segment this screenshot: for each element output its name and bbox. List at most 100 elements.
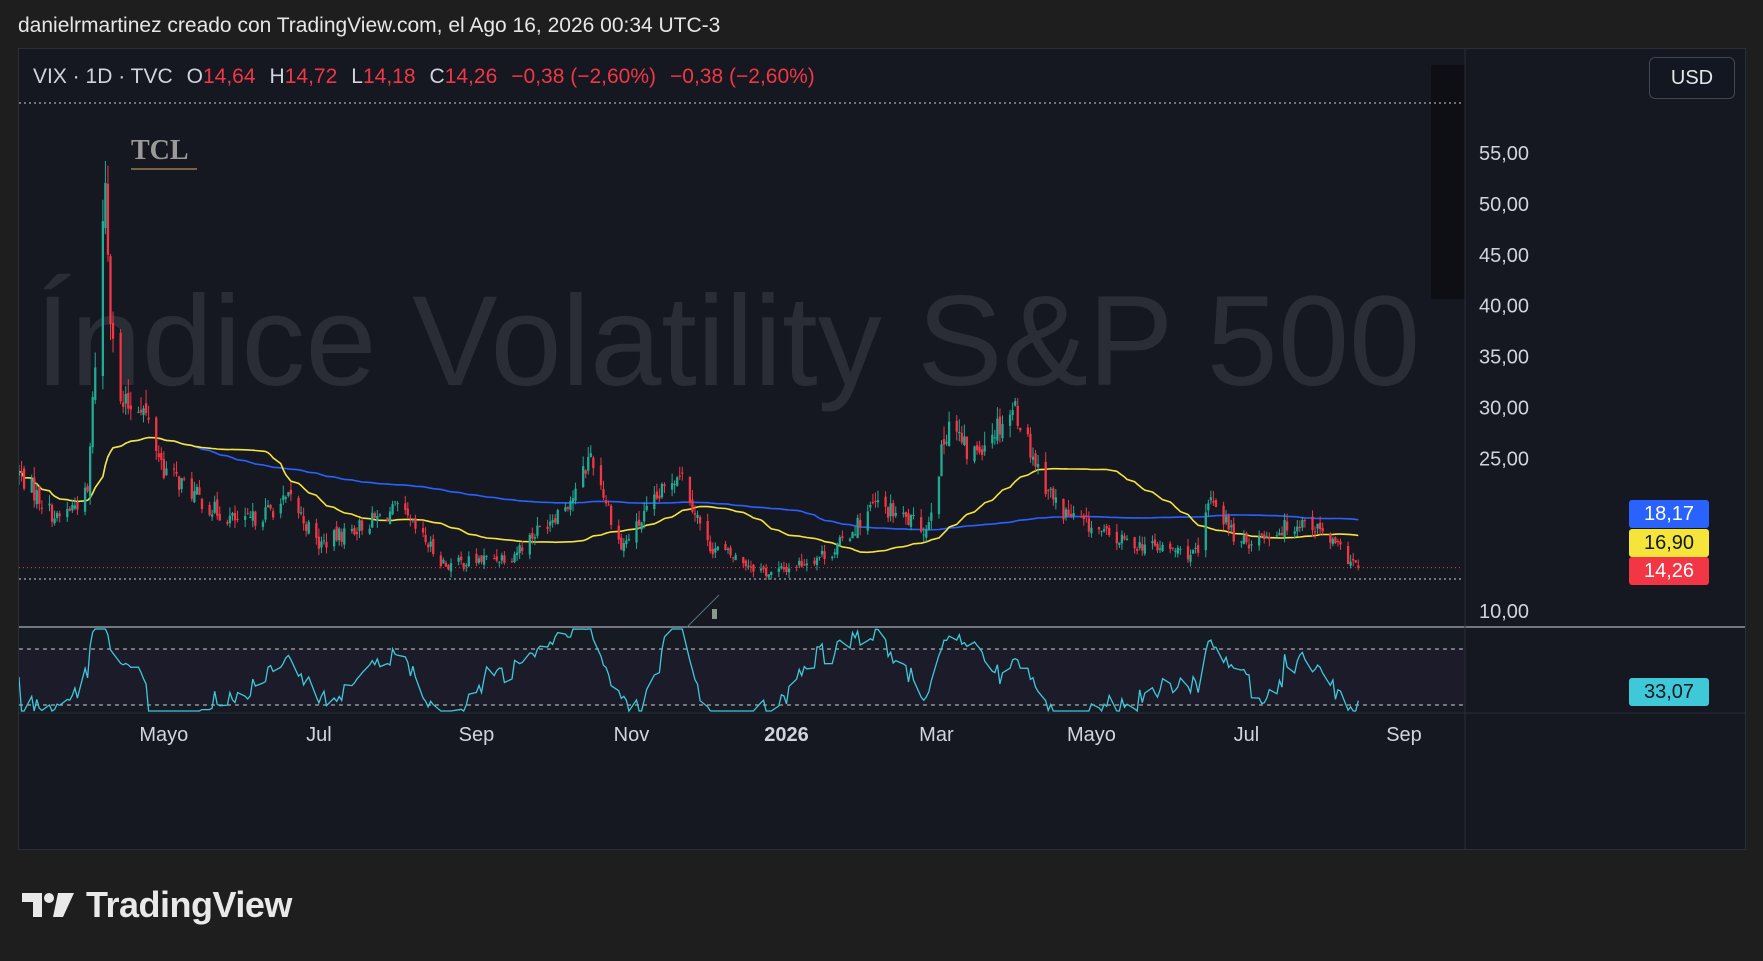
candle-body xyxy=(620,537,623,550)
candle-body xyxy=(1062,498,1065,520)
candle-body xyxy=(320,541,323,548)
candle-body xyxy=(1194,547,1197,549)
candle-body xyxy=(1230,525,1233,528)
candle-body xyxy=(742,557,745,564)
candle-body xyxy=(1072,513,1075,517)
candle-body xyxy=(643,510,646,522)
candle-body xyxy=(912,514,915,516)
candle-body xyxy=(625,540,628,544)
candle-body xyxy=(869,504,872,508)
candle-body xyxy=(1303,520,1307,522)
candle-body xyxy=(226,521,229,524)
candle-body xyxy=(1214,500,1218,507)
candle-body xyxy=(1174,550,1177,552)
candle-body xyxy=(645,505,648,511)
candle-body xyxy=(254,511,257,526)
candle-body xyxy=(1082,515,1085,520)
candle-body xyxy=(485,555,488,557)
candle-body xyxy=(894,512,897,516)
candle-body xyxy=(264,507,267,520)
candle-body xyxy=(635,521,638,543)
candle-body xyxy=(747,565,750,567)
candle-body xyxy=(183,478,186,480)
candle-body xyxy=(617,525,620,540)
candle-body xyxy=(909,514,913,528)
candle-body xyxy=(752,564,755,572)
candle-body xyxy=(162,459,166,478)
candle-body xyxy=(942,439,946,445)
candle-body xyxy=(833,552,836,555)
candle-body xyxy=(711,548,714,555)
candle-body xyxy=(439,555,443,567)
candle-body xyxy=(798,560,801,566)
candle-body xyxy=(1336,540,1340,543)
candle-body xyxy=(1001,423,1004,439)
candle-body xyxy=(892,503,895,517)
low-key: L xyxy=(351,65,363,88)
candle-body xyxy=(1283,519,1286,538)
candle-body xyxy=(838,537,841,545)
candle-body xyxy=(940,444,943,476)
price-tag-rsi: 33,07 xyxy=(1629,678,1709,706)
candle-body xyxy=(1329,534,1332,543)
candle-body xyxy=(91,396,94,448)
candle-body xyxy=(1102,529,1106,532)
candle-body xyxy=(50,504,54,522)
candle-body xyxy=(848,538,852,541)
candle-body xyxy=(271,511,275,518)
candle-body xyxy=(546,526,549,529)
candle-body xyxy=(947,421,951,447)
candle-body xyxy=(841,536,844,539)
candle-body xyxy=(1311,516,1314,531)
candle-body xyxy=(782,567,786,570)
candle-body xyxy=(193,491,196,503)
candle-body xyxy=(1123,536,1126,540)
candle-body xyxy=(358,520,361,531)
candle-body xyxy=(172,468,176,470)
candle-body xyxy=(38,486,41,504)
chart-canvas[interactable]: Índice Volatility S&P 500 TCL 55,00 50,00 45… xyxy=(19,49,1746,850)
time-tick-label: 2026 xyxy=(764,724,809,746)
candle-body xyxy=(129,405,132,410)
candle-body xyxy=(1232,523,1235,542)
candle-body xyxy=(1209,497,1213,501)
candle-body xyxy=(920,517,923,532)
candle-body xyxy=(444,562,448,567)
candle-body xyxy=(1161,544,1164,552)
candle-body xyxy=(210,514,214,517)
candle-body xyxy=(1138,542,1141,548)
candle-body xyxy=(1125,538,1129,540)
candle-body xyxy=(1064,509,1068,517)
chart-panel[interactable]: Índice Volatility S&P 500 TCL 55,00 50,00 45… xyxy=(18,48,1746,850)
candle-body xyxy=(322,540,326,542)
tradingview-logo[interactable]: TradingView xyxy=(22,884,292,926)
candle-body xyxy=(460,556,463,561)
candle-body xyxy=(744,560,747,567)
candle-body xyxy=(925,529,928,538)
candle-body xyxy=(467,556,470,567)
candle-body xyxy=(475,553,478,563)
candle-body xyxy=(927,522,930,530)
candle-body xyxy=(536,525,539,536)
candle-body xyxy=(71,504,74,511)
candle-body xyxy=(53,518,56,524)
candle-body xyxy=(404,503,407,510)
candle-body xyxy=(599,465,603,486)
candle-body xyxy=(678,475,681,477)
currency-button[interactable]: USD xyxy=(1649,57,1735,99)
candle-body xyxy=(955,420,958,432)
candle-body xyxy=(1171,547,1174,549)
time-tick-label: Sep xyxy=(459,724,495,746)
candle-body xyxy=(500,555,503,561)
ma-slow-line xyxy=(19,436,1359,531)
candle-body xyxy=(853,534,857,536)
candle-body xyxy=(696,514,699,518)
candle-body xyxy=(1275,535,1279,537)
candle-body xyxy=(592,457,595,469)
candle-body xyxy=(1265,536,1268,538)
candle-body xyxy=(144,403,148,414)
symbol-label[interactable]: VIX · 1D · TVC xyxy=(33,65,173,88)
candle-body xyxy=(884,496,887,507)
chart-attribution: danielrmartinez creado con TradingView.c… xyxy=(18,14,721,37)
candle-body xyxy=(1224,516,1228,523)
